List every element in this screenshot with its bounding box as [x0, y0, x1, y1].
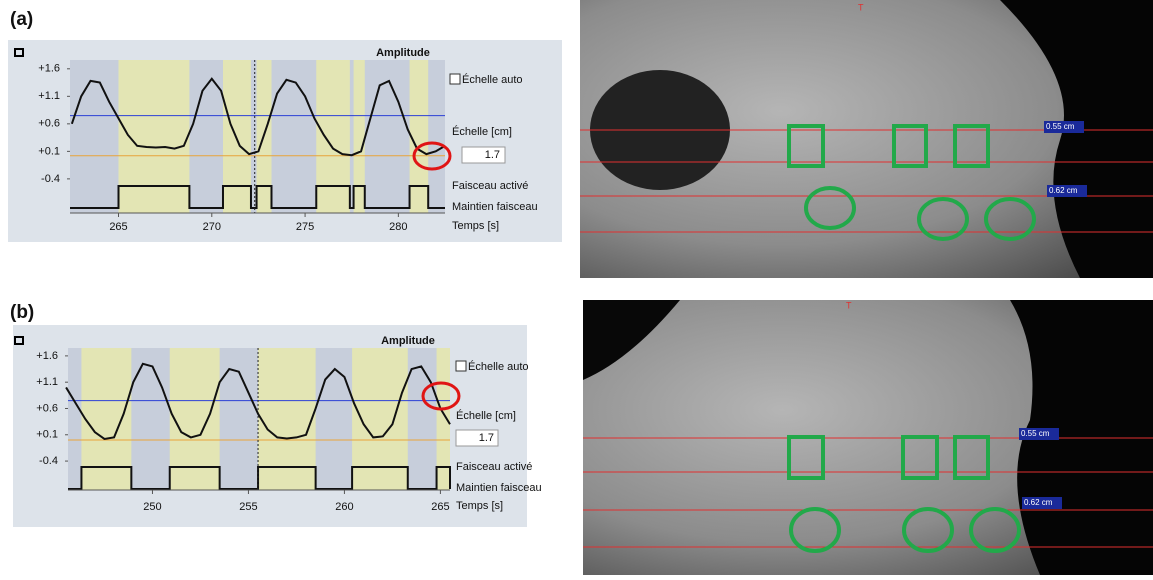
gate-band	[437, 348, 450, 490]
scale-label: Échelle [cm]	[456, 409, 516, 422]
beam-on-label: Faisceau activé	[456, 461, 532, 473]
panel-label: (b)	[10, 302, 34, 323]
measure-label: 0.55 cm	[1046, 122, 1075, 131]
y-tick-label: +0.1	[36, 429, 58, 441]
y-tick-label: -0.4	[41, 173, 60, 185]
y-tick-label: +1.6	[36, 350, 58, 362]
beam-on-label: Faisceau activé	[452, 180, 528, 192]
x-axis-label: Temps [s]	[456, 500, 503, 512]
y-tick-label: +0.1	[38, 145, 60, 157]
gate-band	[81, 348, 131, 490]
y-tick-label: +0.6	[36, 402, 58, 414]
measure-label: 0.62 cm	[1024, 498, 1053, 507]
checkbox[interactable]	[450, 74, 460, 84]
x-tick-label: 250	[143, 501, 161, 513]
scale-value: 1.7	[485, 149, 500, 161]
x-tick-label: 260	[335, 501, 353, 513]
x-tick-label: 275	[296, 221, 314, 233]
figure: (a) Amplitude Échelle auto Échelle [cm] …	[0, 0, 1153, 575]
image-marker: T	[846, 300, 852, 310]
beam-hold-label: Maintien faisceau	[452, 201, 538, 213]
y-tick-label: +1.1	[36, 376, 58, 388]
gate-band	[223, 60, 251, 213]
x-tick-label: 265	[109, 221, 127, 233]
scale-value: 1.7	[479, 432, 494, 444]
checkbox-label: Échelle auto	[462, 73, 523, 86]
gate-band	[354, 60, 365, 213]
x-axis-label: Temps [s]	[452, 220, 499, 232]
y-tick-label: +1.6	[38, 63, 60, 75]
checkbox-label: Échelle auto	[468, 360, 529, 373]
gate-band	[316, 60, 350, 213]
beam-hold-label: Maintien faisceau	[456, 482, 542, 494]
x-tick-label: 270	[203, 221, 221, 233]
scale-label: Échelle [cm]	[452, 125, 512, 138]
checkbox[interactable]	[456, 361, 466, 371]
measure-label: 0.55 cm	[1021, 429, 1050, 438]
y-tick-label: +0.6	[38, 118, 60, 130]
gate-band	[410, 60, 429, 213]
xray-image	[580, 0, 1153, 278]
gate-band	[258, 348, 316, 490]
y-tick-label: +1.1	[38, 90, 60, 102]
chart-title: Amplitude	[381, 335, 435, 347]
chart-title: Amplitude	[376, 47, 430, 59]
xray-image	[583, 300, 1153, 575]
x-tick-label: 280	[389, 221, 407, 233]
image-marker: T	[858, 2, 864, 12]
measure-label: 0.62 cm	[1049, 186, 1078, 195]
gate-band	[170, 348, 220, 490]
y-tick-label: -0.4	[39, 455, 58, 467]
x-tick-label: 265	[431, 501, 449, 513]
x-tick-label: 255	[239, 501, 257, 513]
panel-label: (a)	[10, 9, 33, 30]
